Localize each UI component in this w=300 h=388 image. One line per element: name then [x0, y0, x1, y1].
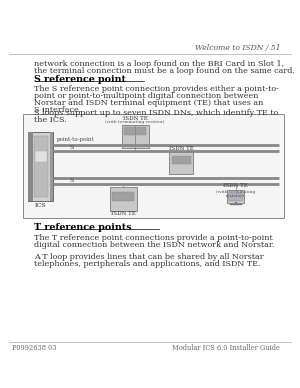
FancyBboxPatch shape: [124, 127, 146, 135]
FancyBboxPatch shape: [28, 132, 53, 201]
FancyBboxPatch shape: [112, 192, 134, 201]
FancyBboxPatch shape: [122, 125, 148, 148]
Text: T reference points: T reference points: [34, 223, 132, 232]
Text: Modular ICS 6.0 Installer Guide: Modular ICS 6.0 Installer Guide: [172, 344, 280, 352]
Text: point or point-to-multipoint digital connection between: point or point-to-multipoint digital con…: [34, 92, 259, 100]
Text: A T loop provides lines that can be shared by all Norstar: A T loop provides lines that can be shar…: [34, 253, 264, 261]
Text: the ICS.: the ICS.: [34, 116, 67, 124]
Text: ISDN TE: ISDN TE: [123, 116, 147, 121]
FancyBboxPatch shape: [22, 114, 284, 218]
Text: S interface.: S interface.: [34, 106, 82, 114]
Text: ISDN TE: ISDN TE: [169, 146, 194, 151]
Text: The S reference point connection provides either a point-to-: The S reference point connection provide…: [34, 85, 279, 93]
Text: (with terminating resistor): (with terminating resistor): [105, 120, 165, 123]
Text: ISDN TE: ISDN TE: [223, 183, 248, 188]
FancyBboxPatch shape: [228, 193, 243, 201]
Text: resistor): resistor): [226, 193, 245, 197]
FancyBboxPatch shape: [110, 187, 136, 211]
Text: (with terminating: (with terminating: [216, 190, 255, 194]
FancyBboxPatch shape: [35, 151, 47, 162]
FancyBboxPatch shape: [50, 132, 53, 201]
Text: S: S: [69, 146, 74, 150]
Text: S loops support up to seven ISDN DNs, which identify TE to: S loops support up to seven ISDN DNs, wh…: [34, 109, 279, 117]
Text: the terminal connection must be a loop found on the same card.: the terminal connection must be a loop f…: [34, 67, 296, 75]
Text: The T reference point connections provide a point-to-point: The T reference point connections provid…: [34, 234, 273, 242]
FancyBboxPatch shape: [34, 136, 48, 197]
Text: ISDN TE: ISDN TE: [111, 211, 135, 217]
FancyBboxPatch shape: [172, 156, 191, 164]
FancyBboxPatch shape: [28, 132, 33, 201]
Text: S: S: [69, 178, 74, 183]
Text: Welcome to ISDN / 51: Welcome to ISDN / 51: [195, 44, 280, 52]
Text: digital connection between the ISDN network and Norstar.: digital connection between the ISDN netw…: [34, 241, 275, 249]
FancyBboxPatch shape: [169, 152, 194, 174]
Text: network connection is a loop found on the BRI Card in Slot 1,: network connection is a loop found on th…: [34, 60, 285, 68]
Text: point-to-point: point-to-point: [57, 137, 95, 142]
Text: P0992638 03: P0992638 03: [12, 344, 56, 352]
Text: ICS: ICS: [35, 203, 46, 208]
FancyBboxPatch shape: [226, 190, 244, 203]
Text: S reference point: S reference point: [34, 75, 127, 84]
Text: Norstar and ISDN terminal equipment (TE) that uses an: Norstar and ISDN terminal equipment (TE)…: [34, 99, 264, 107]
Text: telephones, peripherals and applications, and ISDN TE.: telephones, peripherals and applications…: [34, 260, 261, 268]
